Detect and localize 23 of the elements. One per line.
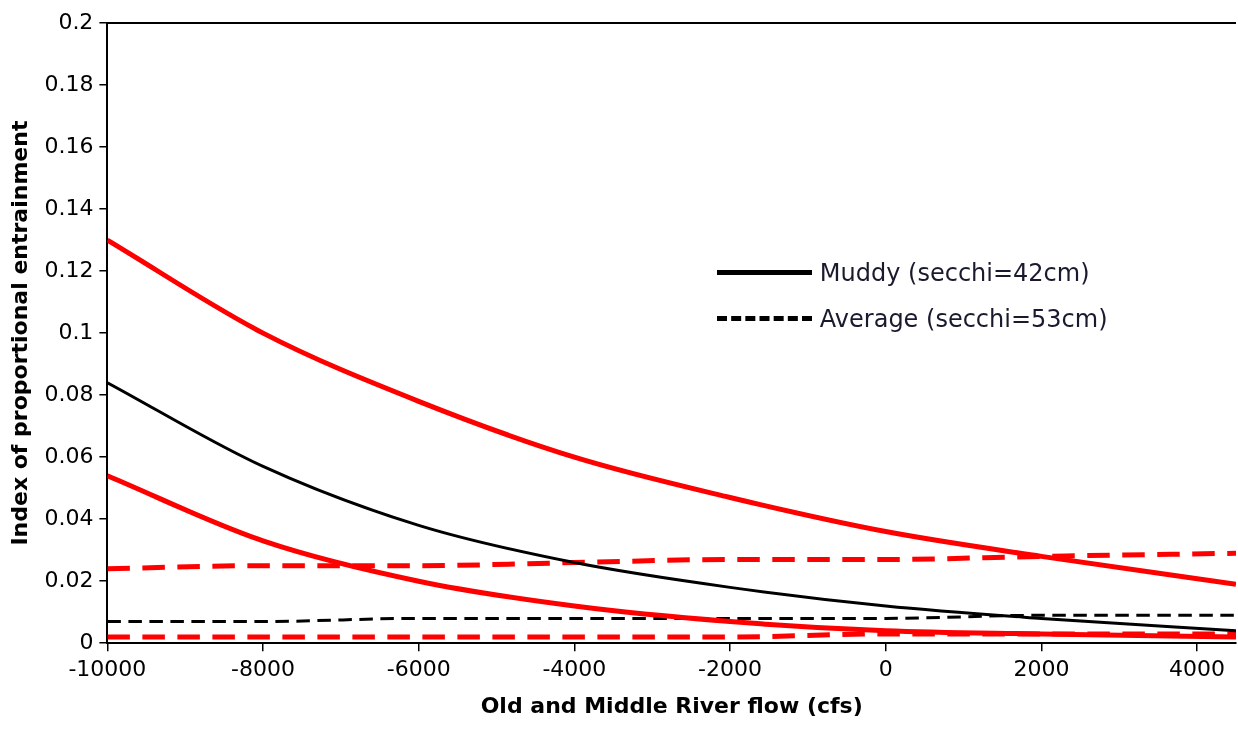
x-tick-label: -8000 [231,656,296,682]
y-axis-title: Index of proportional entrainment [6,120,32,546]
x-tick-label: 4000 [1169,656,1226,682]
x-tick-label: -6000 [386,656,451,682]
legend-label: Average (secchi=53cm) [819,304,1108,333]
y-tick-label: 0.1 [58,318,94,344]
y-tick-label: 0.18 [44,70,94,96]
legend-label: Muddy (secchi=42cm) [819,258,1090,287]
x-tick-label: 2000 [1013,656,1070,682]
y-tick-label: 0.06 [44,442,94,468]
y-tick-label: 0.04 [44,504,94,530]
x-axis-title: Old and Middle River flow (cfs) [480,692,863,718]
y-tick-label: 0.2 [58,8,94,34]
y-tick-label: 0.08 [44,380,94,406]
y-tick-label: 0.02 [44,566,94,592]
y-tick-label: 0.12 [44,256,94,282]
x-tick-label: -2000 [698,656,763,682]
y-tick-label: 0.16 [44,132,94,158]
y-tick-label: 0.14 [44,194,94,220]
y-tick-label: 0 [79,628,94,654]
x-tick-label: 0 [878,656,893,682]
x-tick-label: -4000 [542,656,607,682]
x-tick-label: -10000 [68,656,147,682]
